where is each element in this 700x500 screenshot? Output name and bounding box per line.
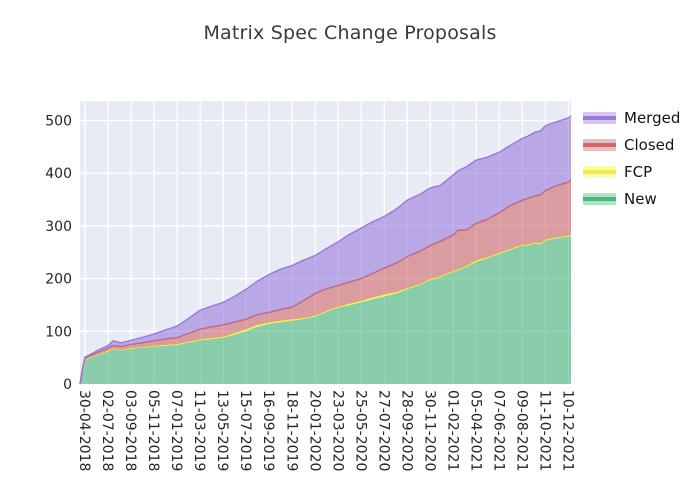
legend-swatch-fcp <box>583 166 616 178</box>
x-tick-label: 10-12-2021 <box>559 390 575 471</box>
x-tick-label: 11-10-2021 <box>536 390 552 471</box>
edge-merged <box>79 115 572 385</box>
x-tick-label: 28-09-2020 <box>398 390 414 471</box>
legend-label-new: New <box>624 189 657 208</box>
x-tick-label: 03-09-2018 <box>122 390 138 471</box>
legend-item-closed: Closed <box>583 135 680 155</box>
y-tick-label: 0 <box>63 377 72 393</box>
x-tick-label: 30-04-2018 <box>76 390 92 471</box>
y-tick-label: 500 <box>45 113 72 129</box>
x-tick-label: 11-03-2019 <box>191 390 207 471</box>
x-tick-label: 25-05-2020 <box>352 390 368 471</box>
y-tick-label: 400 <box>45 166 72 182</box>
x-tick-label: 30-11-2020 <box>421 390 437 471</box>
x-tick-label: 20-01-2020 <box>306 390 322 471</box>
x-tick-label: 15-07-2019 <box>237 390 253 471</box>
area-closed <box>80 179 571 384</box>
y-tick-label: 200 <box>45 272 72 288</box>
x-tick-label: 01-02-2021 <box>444 390 460 471</box>
x-tick-label: 07-01-2019 <box>168 390 184 471</box>
chart-title: Matrix Spec Change Proposals <box>203 22 497 44</box>
y-tick-label: 300 <box>45 219 72 235</box>
edge-fcp <box>79 233 572 385</box>
legend-label-merged: Merged <box>624 108 681 127</box>
legend-item-merged: Merged <box>583 108 680 128</box>
legend-swatch-closed <box>583 139 616 151</box>
legend-swatch-new <box>583 193 616 205</box>
x-tick-label: 07-06-2021 <box>490 390 506 471</box>
x-tick-label: 02-07-2018 <box>99 390 115 471</box>
x-tick-label: 18-11-2019 <box>283 390 299 471</box>
x-tick-label: 05-04-2021 <box>467 390 483 471</box>
x-tick-label: 23-03-2020 <box>329 390 345 471</box>
legend-swatch-merged <box>583 112 616 124</box>
legend: Merged Closed FCP New <box>583 108 680 209</box>
x-tick-label: 09-08-2021 <box>513 390 529 471</box>
area-new <box>80 235 571 384</box>
x-tick-label: 13-05-2019 <box>214 390 230 471</box>
y-tick-label: 100 <box>45 324 72 340</box>
legend-label-fcp: FCP <box>624 162 653 181</box>
x-tick-label: 05-11-2018 <box>145 390 161 471</box>
legend-label-closed: Closed <box>624 135 675 154</box>
x-tick-label: 27-07-2020 <box>375 390 391 471</box>
x-tick-label: 16-09-2019 <box>260 390 276 471</box>
legend-item-fcp: FCP <box>583 162 680 182</box>
legend-item-new: New <box>583 189 680 209</box>
